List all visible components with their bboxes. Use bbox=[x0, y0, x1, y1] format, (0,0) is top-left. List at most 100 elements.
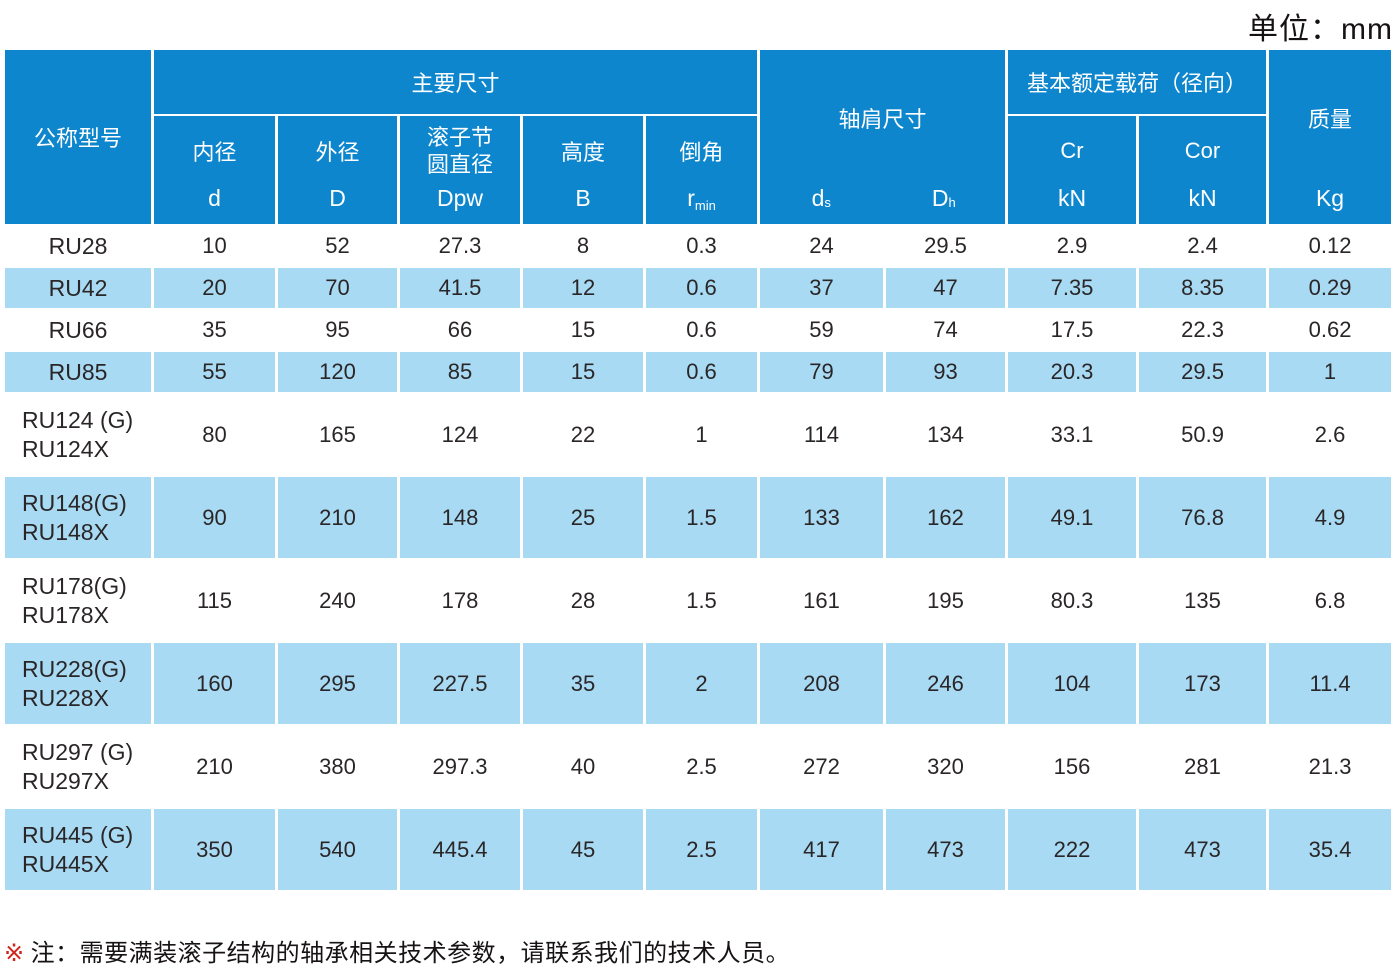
shoulder-group-label: 轴肩尺寸 bbox=[838, 107, 927, 132]
value-cell: 195 bbox=[886, 560, 1006, 641]
value-cell: 7.35 bbox=[1008, 268, 1137, 308]
model-cell: RU228(G) RU228X bbox=[5, 643, 151, 724]
value-cell: 35.4 bbox=[1269, 809, 1392, 890]
value-cell: 272 bbox=[760, 726, 883, 807]
model-cell: RU445 (G) RU445X bbox=[5, 809, 151, 890]
value-cell: 15 bbox=[523, 352, 643, 392]
note-text: 注：需要满装滚子结构的轴承相关技术参数，请联系我们的技术人员。 bbox=[30, 940, 791, 967]
model-line: RU124 (G) bbox=[22, 406, 134, 433]
model-line: RU66 bbox=[48, 316, 108, 343]
model-cell: RU297 (G) RU297X bbox=[5, 726, 151, 807]
value-cell: 35 bbox=[154, 310, 275, 350]
value-cell: 37 bbox=[760, 268, 883, 308]
model-line: RU124X bbox=[22, 435, 109, 462]
value-cell: 33.1 bbox=[1008, 394, 1137, 475]
value-cell: 0.6 bbox=[646, 268, 757, 308]
value-cell: 160 bbox=[154, 643, 275, 724]
model-line: RU85 bbox=[48, 358, 108, 385]
value-cell: 93 bbox=[886, 352, 1006, 392]
table-row: RU445 (G) RU445X 350 540 445.4 45 2.5 417 473 222… bbox=[5, 809, 1392, 890]
model-cell: RU28 bbox=[5, 226, 151, 266]
value-cell: 148 bbox=[400, 477, 520, 558]
value-cell: 24 bbox=[760, 226, 883, 266]
value-cell: 135 bbox=[1139, 560, 1267, 641]
model-line: RU42 bbox=[48, 274, 108, 301]
value-cell: 297.3 bbox=[400, 726, 520, 807]
header-load-group: 基本额定载荷（径向） bbox=[1008, 50, 1267, 114]
value-cell: 10 bbox=[154, 226, 275, 266]
value-cell: 114 bbox=[760, 394, 883, 475]
value-cell: 29.5 bbox=[1139, 352, 1267, 392]
value-cell: 2.4 bbox=[1139, 226, 1267, 266]
value-cell: 17.5 bbox=[1008, 310, 1137, 350]
header-dh-symbol: Dh bbox=[931, 185, 956, 211]
value-cell: 66 bbox=[400, 310, 520, 350]
value-cell: 1 bbox=[1269, 352, 1392, 392]
value-cell: 0.12 bbox=[1269, 226, 1392, 266]
value-cell: 2 bbox=[646, 643, 757, 724]
header-chamfer: 倒角 r min bbox=[646, 116, 757, 224]
model-cell: RU85 bbox=[5, 352, 151, 392]
table-row: RU124 (G) RU124X 80 165 124 22 1 114 134 33.1 50.9… bbox=[5, 394, 1392, 475]
value-cell: 0.3 bbox=[646, 226, 757, 266]
value-cell: 210 bbox=[278, 477, 397, 558]
value-cell: 2.6 bbox=[1269, 394, 1392, 475]
value-cell: 4.9 bbox=[1269, 477, 1392, 558]
mass-group-label: 质量 bbox=[1308, 107, 1353, 132]
value-cell: 156 bbox=[1008, 726, 1137, 807]
model-cell: RU42 bbox=[5, 268, 151, 308]
value-cell: 1.5 bbox=[646, 560, 757, 641]
value-cell: 173 bbox=[1139, 643, 1267, 724]
value-cell: 8 bbox=[523, 226, 643, 266]
value-cell: 1 bbox=[646, 394, 757, 475]
value-cell: 445.4 bbox=[400, 809, 520, 890]
header-bore: 内径 d bbox=[154, 116, 275, 224]
value-cell: 473 bbox=[886, 809, 1006, 890]
value-cell: 76.8 bbox=[1139, 477, 1267, 558]
header-mass-group: 质量 Kg bbox=[1269, 50, 1392, 224]
value-cell: 90 bbox=[154, 477, 275, 558]
header-shoulder-group: 轴肩尺寸 ds Dh bbox=[760, 50, 1006, 224]
model-line: RU445 (G) bbox=[22, 821, 134, 848]
value-cell: 161 bbox=[760, 560, 883, 641]
value-cell: 11.4 bbox=[1269, 643, 1392, 724]
value-cell: 6.8 bbox=[1269, 560, 1392, 641]
model-cell: RU178(G) RU178X bbox=[5, 560, 151, 641]
value-cell: 21.3 bbox=[1269, 726, 1392, 807]
model-cell: RU66 bbox=[5, 310, 151, 350]
header-roller-pitch-diameter: 滚子节圆直径 Dpw bbox=[400, 116, 520, 224]
header-cor: Cor kN bbox=[1139, 116, 1267, 224]
value-cell: 25 bbox=[523, 477, 643, 558]
value-cell: 0.29 bbox=[1269, 268, 1392, 308]
model-line: RU445X bbox=[22, 850, 109, 877]
value-cell: 20.3 bbox=[1008, 352, 1137, 392]
value-cell: 47 bbox=[886, 268, 1006, 308]
value-cell: 178 bbox=[400, 560, 520, 641]
value-cell: 417 bbox=[760, 809, 883, 890]
table-row: RU178(G) RU178X 115 240 178 28 1.5 161 195 80.3 13… bbox=[5, 560, 1392, 641]
value-cell: 295 bbox=[278, 643, 397, 724]
value-cell: 15 bbox=[523, 310, 643, 350]
value-cell: 227.5 bbox=[400, 643, 520, 724]
header-ds-symbol: ds bbox=[811, 185, 831, 211]
value-cell: 85 bbox=[400, 352, 520, 392]
bearing-spec-table: 公称型号 主要尺寸 轴肩尺寸 ds Dh 基本额定载荷（径向） 质量 bbox=[2, 48, 1394, 892]
model-cell: RU124 (G) RU124X bbox=[5, 394, 151, 475]
value-cell: 240 bbox=[278, 560, 397, 641]
value-cell: 0.6 bbox=[646, 310, 757, 350]
value-cell: 2.9 bbox=[1008, 226, 1137, 266]
value-cell: 45 bbox=[523, 809, 643, 890]
model-line: RU148(G) bbox=[22, 489, 127, 516]
note-marker-icon: ※ bbox=[4, 940, 25, 967]
value-cell: 222 bbox=[1008, 809, 1137, 890]
value-cell: 79 bbox=[760, 352, 883, 392]
value-cell: 0.62 bbox=[1269, 310, 1392, 350]
model-line: RU178X bbox=[22, 601, 109, 628]
value-cell: 246 bbox=[886, 643, 1006, 724]
header-cr: Cr kN bbox=[1008, 116, 1137, 224]
value-cell: 29.5 bbox=[886, 226, 1006, 266]
value-cell: 28 bbox=[523, 560, 643, 641]
table-row: RU228(G) RU228X 160 295 227.5 35 2 208 246 104 173… bbox=[5, 643, 1392, 724]
value-cell: 134 bbox=[886, 394, 1006, 475]
model-line: RU178(G) bbox=[22, 572, 127, 599]
